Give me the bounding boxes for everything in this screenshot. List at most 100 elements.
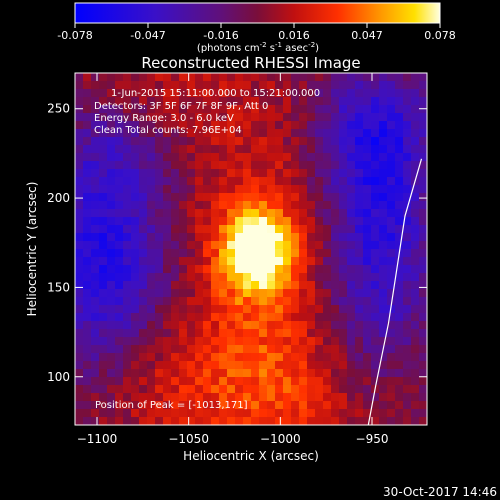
- heatmap-cell: [83, 369, 92, 378]
- heatmap-cell: [267, 305, 276, 314]
- heatmap-cell: [403, 225, 412, 234]
- heatmap-cell: [403, 129, 412, 138]
- heatmap-cell: [403, 329, 412, 338]
- heatmap-cell: [99, 169, 108, 178]
- heatmap-cell: [355, 353, 364, 362]
- heatmap-cell: [147, 201, 156, 210]
- heatmap-cell: [83, 161, 92, 170]
- heatmap-cell: [187, 217, 196, 226]
- heatmap-cell: [203, 313, 212, 322]
- heatmap-cell: [283, 81, 292, 90]
- heatmap-cell: [139, 273, 148, 282]
- heatmap-cell: [99, 89, 108, 98]
- heatmap-cell: [219, 281, 228, 290]
- heatmap-cell: [347, 177, 356, 186]
- heatmap-cell: [179, 129, 188, 138]
- heatmap-cell: [307, 281, 316, 290]
- heatmap-cell: [187, 249, 196, 258]
- heatmap-cell: [355, 153, 364, 162]
- heatmap-cell: [163, 129, 172, 138]
- x-tick-label: −950: [356, 432, 389, 446]
- heatmap-cell: [355, 289, 364, 298]
- heatmap-cell: [131, 233, 140, 242]
- heatmap-cell: [75, 313, 84, 322]
- heatmap-cell: [395, 377, 404, 386]
- heatmap-cell: [419, 313, 427, 322]
- heatmap-cell: [387, 393, 396, 402]
- heatmap-cell: [315, 97, 324, 106]
- heatmap-cell: [243, 417, 252, 425]
- heatmap-cell: [267, 81, 276, 90]
- heatmap-cell: [83, 377, 92, 386]
- heatmap-cell: [395, 201, 404, 210]
- heatmap-cell: [155, 121, 164, 130]
- heatmap-cell: [355, 257, 364, 266]
- heatmap-cell: [267, 145, 276, 154]
- heatmap-cell: [147, 113, 156, 122]
- heatmap-cell: [267, 73, 276, 82]
- heatmap-cell: [283, 313, 292, 322]
- heatmap-cell: [179, 305, 188, 314]
- heatmap-cell: [243, 73, 252, 82]
- heatmap-cell: [363, 401, 372, 410]
- heatmap-cell: [331, 265, 340, 274]
- heatmap-cell: [315, 385, 324, 394]
- heatmap-cell: [403, 273, 412, 282]
- heatmap-cell: [339, 145, 348, 154]
- heatmap-cell: [187, 417, 196, 425]
- heatmap-cell: [331, 145, 340, 154]
- heatmap-cell: [419, 81, 427, 90]
- heatmap-cell: [379, 89, 388, 98]
- heatmap-cell: [339, 289, 348, 298]
- heatmap-cell: [379, 105, 388, 114]
- heatmap-cell: [371, 137, 380, 146]
- heatmap-cell: [163, 153, 172, 162]
- heatmap-cell: [307, 361, 316, 370]
- heatmap-cell: [323, 321, 332, 330]
- heatmap-cell: [347, 385, 356, 394]
- heatmap-cell: [211, 401, 220, 410]
- heatmap-cell: [139, 345, 148, 354]
- heatmap-cell: [179, 241, 188, 250]
- heatmap-cell: [283, 185, 292, 194]
- heatmap-cell: [131, 361, 140, 370]
- heatmap-cell: [379, 161, 388, 170]
- heatmap-cell: [171, 369, 180, 378]
- heatmap-cell: [99, 409, 108, 418]
- heatmap-cell: [147, 185, 156, 194]
- heatmap-cell: [419, 385, 427, 394]
- heatmap-cell: [123, 289, 132, 298]
- heatmap-cell: [187, 273, 196, 282]
- heatmap-cell: [139, 369, 148, 378]
- heatmap-cell: [187, 233, 196, 242]
- heatmap-cell: [275, 121, 284, 130]
- heatmap-cell: [379, 281, 388, 290]
- heatmap-cell: [395, 121, 404, 130]
- heatmap-cell: [251, 257, 260, 266]
- heatmap-cell: [91, 73, 100, 82]
- heatmap-cell: [403, 361, 412, 370]
- heatmap-cell: [371, 217, 380, 226]
- heatmap-cell: [75, 193, 84, 202]
- heatmap-cell: [267, 193, 276, 202]
- heatmap-cell: [123, 137, 132, 146]
- heatmap-cell: [363, 177, 372, 186]
- heatmap-cell: [163, 113, 172, 122]
- heatmap-cell: [323, 201, 332, 210]
- heatmap-cell: [379, 337, 388, 346]
- heatmap-cell: [179, 361, 188, 370]
- heatmap-cell: [339, 241, 348, 250]
- heatmap-cell: [147, 241, 156, 250]
- heatmap-cell: [379, 193, 388, 202]
- heatmap-cell: [411, 193, 420, 202]
- heatmap-cell: [163, 305, 172, 314]
- heatmap-cell: [139, 265, 148, 274]
- heatmap-cell: [219, 305, 228, 314]
- heatmap-cell: [283, 113, 292, 122]
- heatmap-cell: [395, 337, 404, 346]
- heatmap-cell: [355, 265, 364, 274]
- heatmap-cell: [155, 305, 164, 314]
- heatmap-cell: [179, 329, 188, 338]
- heatmap-cell: [411, 137, 420, 146]
- heatmap-cell: [307, 185, 316, 194]
